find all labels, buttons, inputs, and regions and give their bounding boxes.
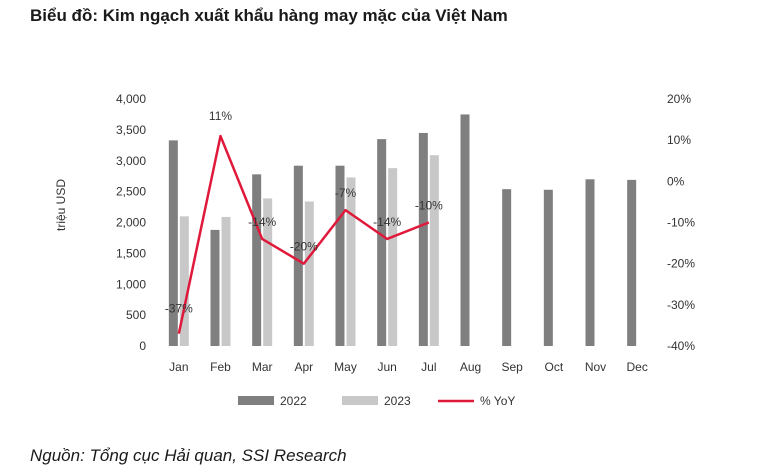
bar-2022-dec — [627, 179, 637, 346]
y2-tick-label: -30% — [667, 298, 695, 312]
x-tick-label: May — [334, 360, 357, 374]
x-tick-label: Apr — [294, 360, 313, 374]
x-tick-label: Oct — [544, 360, 563, 374]
bar-2023-jun — [388, 168, 398, 346]
legend-label-2023: 2023 — [384, 394, 411, 408]
x-tick-label: Jan — [169, 360, 188, 374]
x-tick-label: Feb — [210, 360, 231, 374]
yoy-data-label: -20% — [290, 240, 318, 254]
bar-2023-feb — [221, 216, 231, 346]
x-tick-label: Dec — [626, 360, 647, 374]
x-tick-label: Sep — [501, 360, 523, 374]
bar-2023-jul — [429, 155, 439, 346]
bar-2022-sep — [502, 189, 512, 346]
bar-2022-apr — [293, 165, 303, 346]
legend-label-yoy: % YoY — [480, 394, 515, 408]
legend-swatch-2023 — [342, 396, 378, 405]
bar-2023-apr — [304, 201, 314, 346]
yoy-data-label: -14% — [248, 215, 276, 229]
y-tick-label: 4,000 — [116, 92, 146, 106]
y2-tick-label: 10% — [667, 133, 691, 147]
y-tick-label: 1,000 — [116, 277, 146, 291]
y2-tick-label: 20% — [667, 92, 691, 106]
y-tick-label: 2,000 — [116, 216, 146, 230]
y-tick-label: 3,500 — [116, 123, 146, 137]
x-tick-label: Jul — [421, 360, 436, 374]
x-tick-label: Aug — [460, 360, 481, 374]
y-tick-label: 3,000 — [116, 154, 146, 168]
bar-2022-nov — [585, 179, 595, 346]
y-tick-label: 0 — [139, 339, 146, 353]
bar-2022-feb — [210, 229, 220, 346]
bar-2022-jan — [168, 140, 178, 346]
y-tick-label: 500 — [126, 308, 146, 322]
legend-label-2022: 2022 — [280, 394, 307, 408]
yoy-data-label: -37% — [165, 302, 193, 316]
chart-title: Biểu đồ: Kim ngạch xuất khẩu hàng may mặ… — [30, 6, 508, 25]
x-tick-label: Mar — [252, 360, 273, 374]
yoy-data-label: -14% — [373, 215, 401, 229]
yoy-data-label: 11% — [209, 109, 232, 123]
y2-tick-label: -10% — [667, 216, 695, 230]
bar-2023-mar — [263, 198, 273, 346]
x-tick-label: Nov — [585, 360, 606, 374]
y-axis-title: triệu USD — [54, 179, 68, 231]
y2-tick-label: -40% — [667, 339, 695, 353]
y-tick-label: 1,500 — [116, 246, 146, 260]
source-note: Nguồn: Tổng cục Hải quan, SSI Research — [30, 446, 347, 465]
bar-2022-mar — [252, 174, 262, 346]
y2-tick-label: 0% — [667, 174, 685, 188]
yoy-data-label: -10% — [415, 199, 443, 213]
bar-2022-jun — [377, 139, 387, 346]
x-tick-label: Jun — [377, 360, 396, 374]
bar-2022-aug — [460, 114, 470, 346]
y-tick-label: 2,500 — [116, 185, 146, 199]
bar-2023-jan — [179, 216, 189, 346]
bar-2022-jul — [418, 132, 428, 346]
yoy-line — [177, 134, 430, 334]
bar-2022-may — [335, 165, 345, 346]
bar-2022-oct — [543, 189, 553, 346]
yoy-data-label: -7% — [335, 186, 357, 200]
y2-tick-label: -20% — [667, 257, 695, 271]
legend-swatch-2022 — [238, 396, 274, 405]
bar-2023-may — [346, 177, 356, 346]
